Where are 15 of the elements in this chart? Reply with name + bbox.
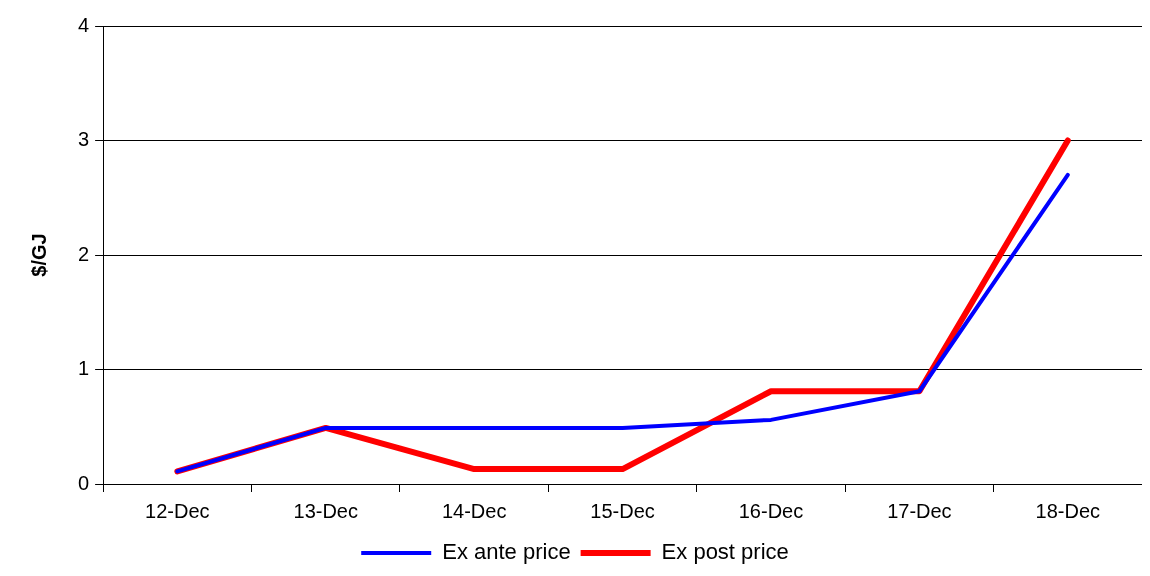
y-tick-label: 0 bbox=[78, 471, 90, 494]
legend-label: Ex post price bbox=[661, 539, 789, 565]
y-tick-label: 4 bbox=[78, 13, 90, 36]
x-tick-label: 18-Dec bbox=[1035, 499, 1101, 522]
x-tick-label: 13-Dec bbox=[293, 499, 358, 522]
x-tick-label: 14-Dec bbox=[441, 499, 507, 522]
y-tick-label: 3 bbox=[78, 128, 90, 151]
y-axis-title: $/GJ bbox=[27, 233, 50, 277]
legend-label: Ex ante price bbox=[442, 539, 571, 565]
y-tick-label: 1 bbox=[78, 357, 90, 380]
y-tick-label: 2 bbox=[78, 242, 90, 265]
x-tick-label: 16-Dec bbox=[738, 499, 804, 522]
x-tick-label: 15-Dec bbox=[590, 499, 655, 522]
x-tick-label: 12-Dec bbox=[145, 499, 210, 522]
x-tick-label: 17-Dec bbox=[887, 499, 952, 522]
